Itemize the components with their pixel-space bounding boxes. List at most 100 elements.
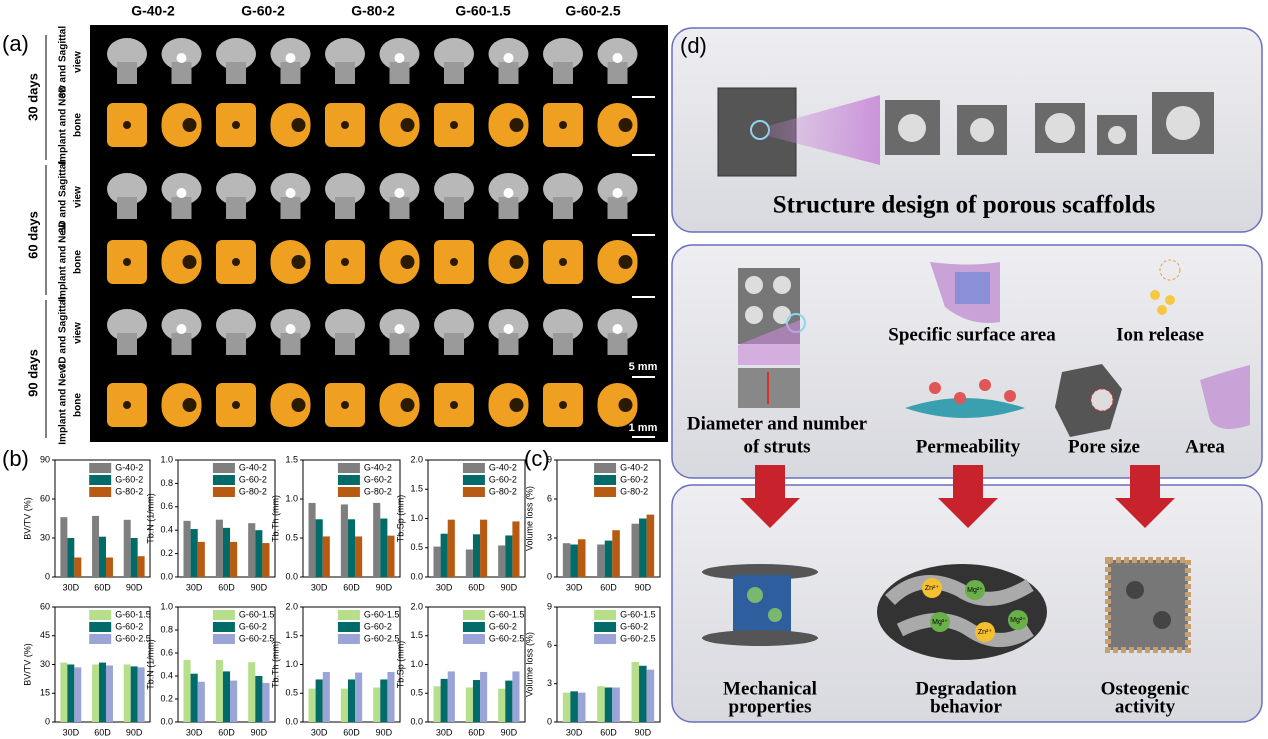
- bar: [183, 520, 191, 577]
- scaffold-illustration: [717, 87, 1214, 177]
- bar: [373, 687, 381, 722]
- bar: [183, 659, 191, 722]
- bar: [347, 679, 356, 722]
- ion: [965, 580, 985, 600]
- bar: [190, 673, 198, 722]
- y-tick-label: 0.5: [410, 542, 423, 552]
- y-tick-label: 1.5: [410, 484, 423, 494]
- y-tick-label: 60: [40, 601, 50, 611]
- bar: [646, 514, 655, 577]
- bar: [222, 527, 231, 577]
- legend-swatch: [337, 475, 360, 485]
- y-tick-label: 0.2: [160, 548, 173, 558]
- implant: [503, 324, 514, 334]
- bar: [355, 536, 363, 577]
- arrows: [740, 465, 1175, 528]
- legend-label: G-60-2.5: [364, 633, 400, 643]
- y-tick-label: 0.0: [285, 571, 298, 581]
- pore: [400, 118, 415, 132]
- bar: [505, 535, 513, 577]
- x-tick-label: 60D: [600, 727, 617, 737]
- scale-label: 1 mm: [629, 422, 658, 434]
- outcome-label: properties: [728, 696, 811, 717]
- legend-label: G-60-2.5: [239, 633, 275, 643]
- bone-render: [335, 333, 355, 355]
- implant-render: [488, 240, 529, 284]
- column-header: G-60-2: [241, 3, 285, 19]
- pore: [291, 398, 306, 412]
- legend-label: G-80-2: [239, 486, 267, 496]
- bar-chart: 0.0 0.5 1.0 1.5 2.0 Tb.Th (mm) 30D 60D 90D G-60-1…: [270, 601, 401, 737]
- y-tick-label: 1.5: [285, 630, 298, 640]
- y-tick-label: 15: [40, 688, 50, 698]
- legend-swatch: [89, 463, 112, 473]
- pore: [450, 401, 458, 409]
- outcome-illustrations: [702, 557, 1191, 660]
- bar: [512, 671, 520, 722]
- pore: [232, 121, 240, 129]
- outcome-label: Degradation: [915, 678, 1017, 699]
- row-label: 3D and Sagittal: [58, 297, 69, 369]
- bar: [447, 519, 455, 577]
- bar: [604, 687, 613, 722]
- pore: [400, 255, 415, 269]
- bar: [577, 539, 586, 577]
- bar-chart: 0.0 0.5 1.0 1.5 2.0 Tb.Sp (mm) 30D 60D 90D G-60-1…: [395, 601, 526, 737]
- legend-swatch: [462, 622, 485, 632]
- pore: [450, 258, 458, 266]
- pore: [618, 255, 633, 269]
- bar: [67, 664, 75, 722]
- bar: [322, 536, 330, 577]
- implant-render: [161, 103, 202, 147]
- y-tick-label: 9: [547, 601, 552, 611]
- y-tick-label: 0.2: [160, 693, 173, 703]
- x-tick-label: 90D: [126, 582, 143, 592]
- ion-label: Zn²⁺: [925, 585, 940, 592]
- legend-label: G-60-1.5: [620, 609, 656, 619]
- y-tick-label: 1.0: [410, 513, 423, 523]
- bar: [137, 667, 145, 722]
- y-tick-label: 0.0: [160, 716, 173, 726]
- legend-swatch: [89, 634, 112, 644]
- y-tick-label: 0.6: [160, 647, 173, 657]
- bar: [433, 546, 441, 577]
- x-tick-label: 90D: [635, 582, 652, 592]
- outcome-label: activity: [1115, 696, 1176, 717]
- time-label: 30 days: [25, 73, 40, 121]
- bone-render: [389, 62, 410, 84]
- legend-label: G-60-1.5: [115, 609, 151, 619]
- row-label: view: [73, 186, 84, 208]
- y-tick-label: 30: [40, 532, 50, 542]
- legend-swatch: [462, 634, 485, 644]
- implant: [285, 188, 296, 198]
- y-tick-label: 6: [547, 640, 552, 650]
- bar-chart: 0 15 30 45 60 BV/TV (%) 30D 60D 90D G-60-1.5 G-60-…: [22, 601, 150, 737]
- bar: [222, 671, 231, 722]
- ion-label: Mg²⁺: [1010, 617, 1026, 624]
- bone-render: [389, 197, 410, 219]
- bone-render: [226, 333, 246, 355]
- bone-render: [607, 62, 628, 84]
- legend-swatch: [594, 487, 617, 497]
- implant-render: [270, 240, 311, 284]
- pore: [509, 118, 524, 132]
- legend-swatch: [337, 634, 360, 644]
- bone-render: [117, 197, 137, 219]
- x-tick-label: 90D: [376, 582, 393, 592]
- implant-render: [379, 240, 420, 284]
- x-tick-label: 30D: [311, 727, 328, 737]
- x-tick-label: 30D: [63, 582, 80, 592]
- bar: [480, 671, 488, 722]
- bone-render: [335, 62, 355, 84]
- bone-render: [498, 333, 519, 355]
- pore: [291, 118, 306, 132]
- legend-swatch: [594, 622, 617, 632]
- bar: [230, 541, 238, 577]
- legend-swatch: [212, 487, 235, 497]
- pore: [509, 398, 524, 412]
- bar: [315, 679, 323, 722]
- pore: [232, 401, 240, 409]
- pore: [559, 121, 567, 129]
- bone-render: [498, 62, 519, 84]
- bar: [215, 659, 223, 722]
